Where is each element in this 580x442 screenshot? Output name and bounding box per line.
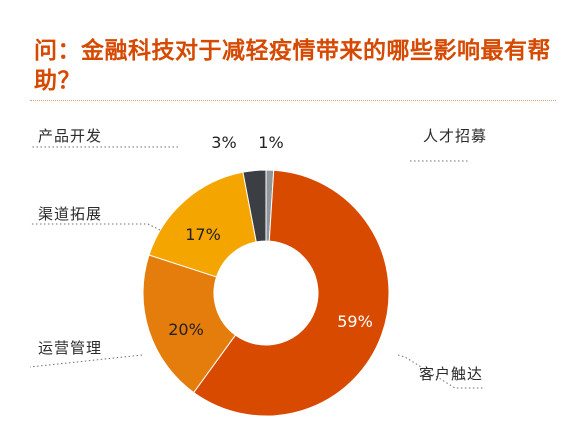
category-label-operations-management: 运营管理: [38, 339, 102, 357]
slice-customer-reach: [193, 169, 390, 417]
value-label-product-development: 3%: [211, 133, 236, 152]
value-label-customer-reach: 59%: [337, 312, 373, 331]
value-label-talent-recruitment: 1%: [258, 133, 283, 152]
slice-channel-expansion: [148, 171, 257, 278]
leader-line-operations-management: [29, 354, 143, 368]
category-label-customer-reach: 客户触达: [419, 365, 483, 383]
leader-lines: [29, 146, 485, 389]
leader-line-channel-expansion: [30, 223, 161, 231]
slice-operations-management: [142, 254, 237, 394]
chart-title: 问：金融科技对于减轻疫情带来的哪些影响最有帮助？: [34, 38, 551, 94]
category-label-talent-recruitment: 人才招募: [423, 127, 487, 145]
donut-slices: [142, 169, 390, 417]
category-label-channel-expansion: 渠道拓展: [38, 205, 102, 223]
title-divider: [30, 100, 556, 101]
value-label-operations-management: 20%: [168, 320, 204, 339]
leader-line-customer-reach: [397, 354, 485, 389]
category-label-product-development: 产品开发: [38, 127, 102, 145]
value-label-channel-expansion: 17%: [185, 225, 221, 244]
slice-product-development: [242, 169, 267, 243]
